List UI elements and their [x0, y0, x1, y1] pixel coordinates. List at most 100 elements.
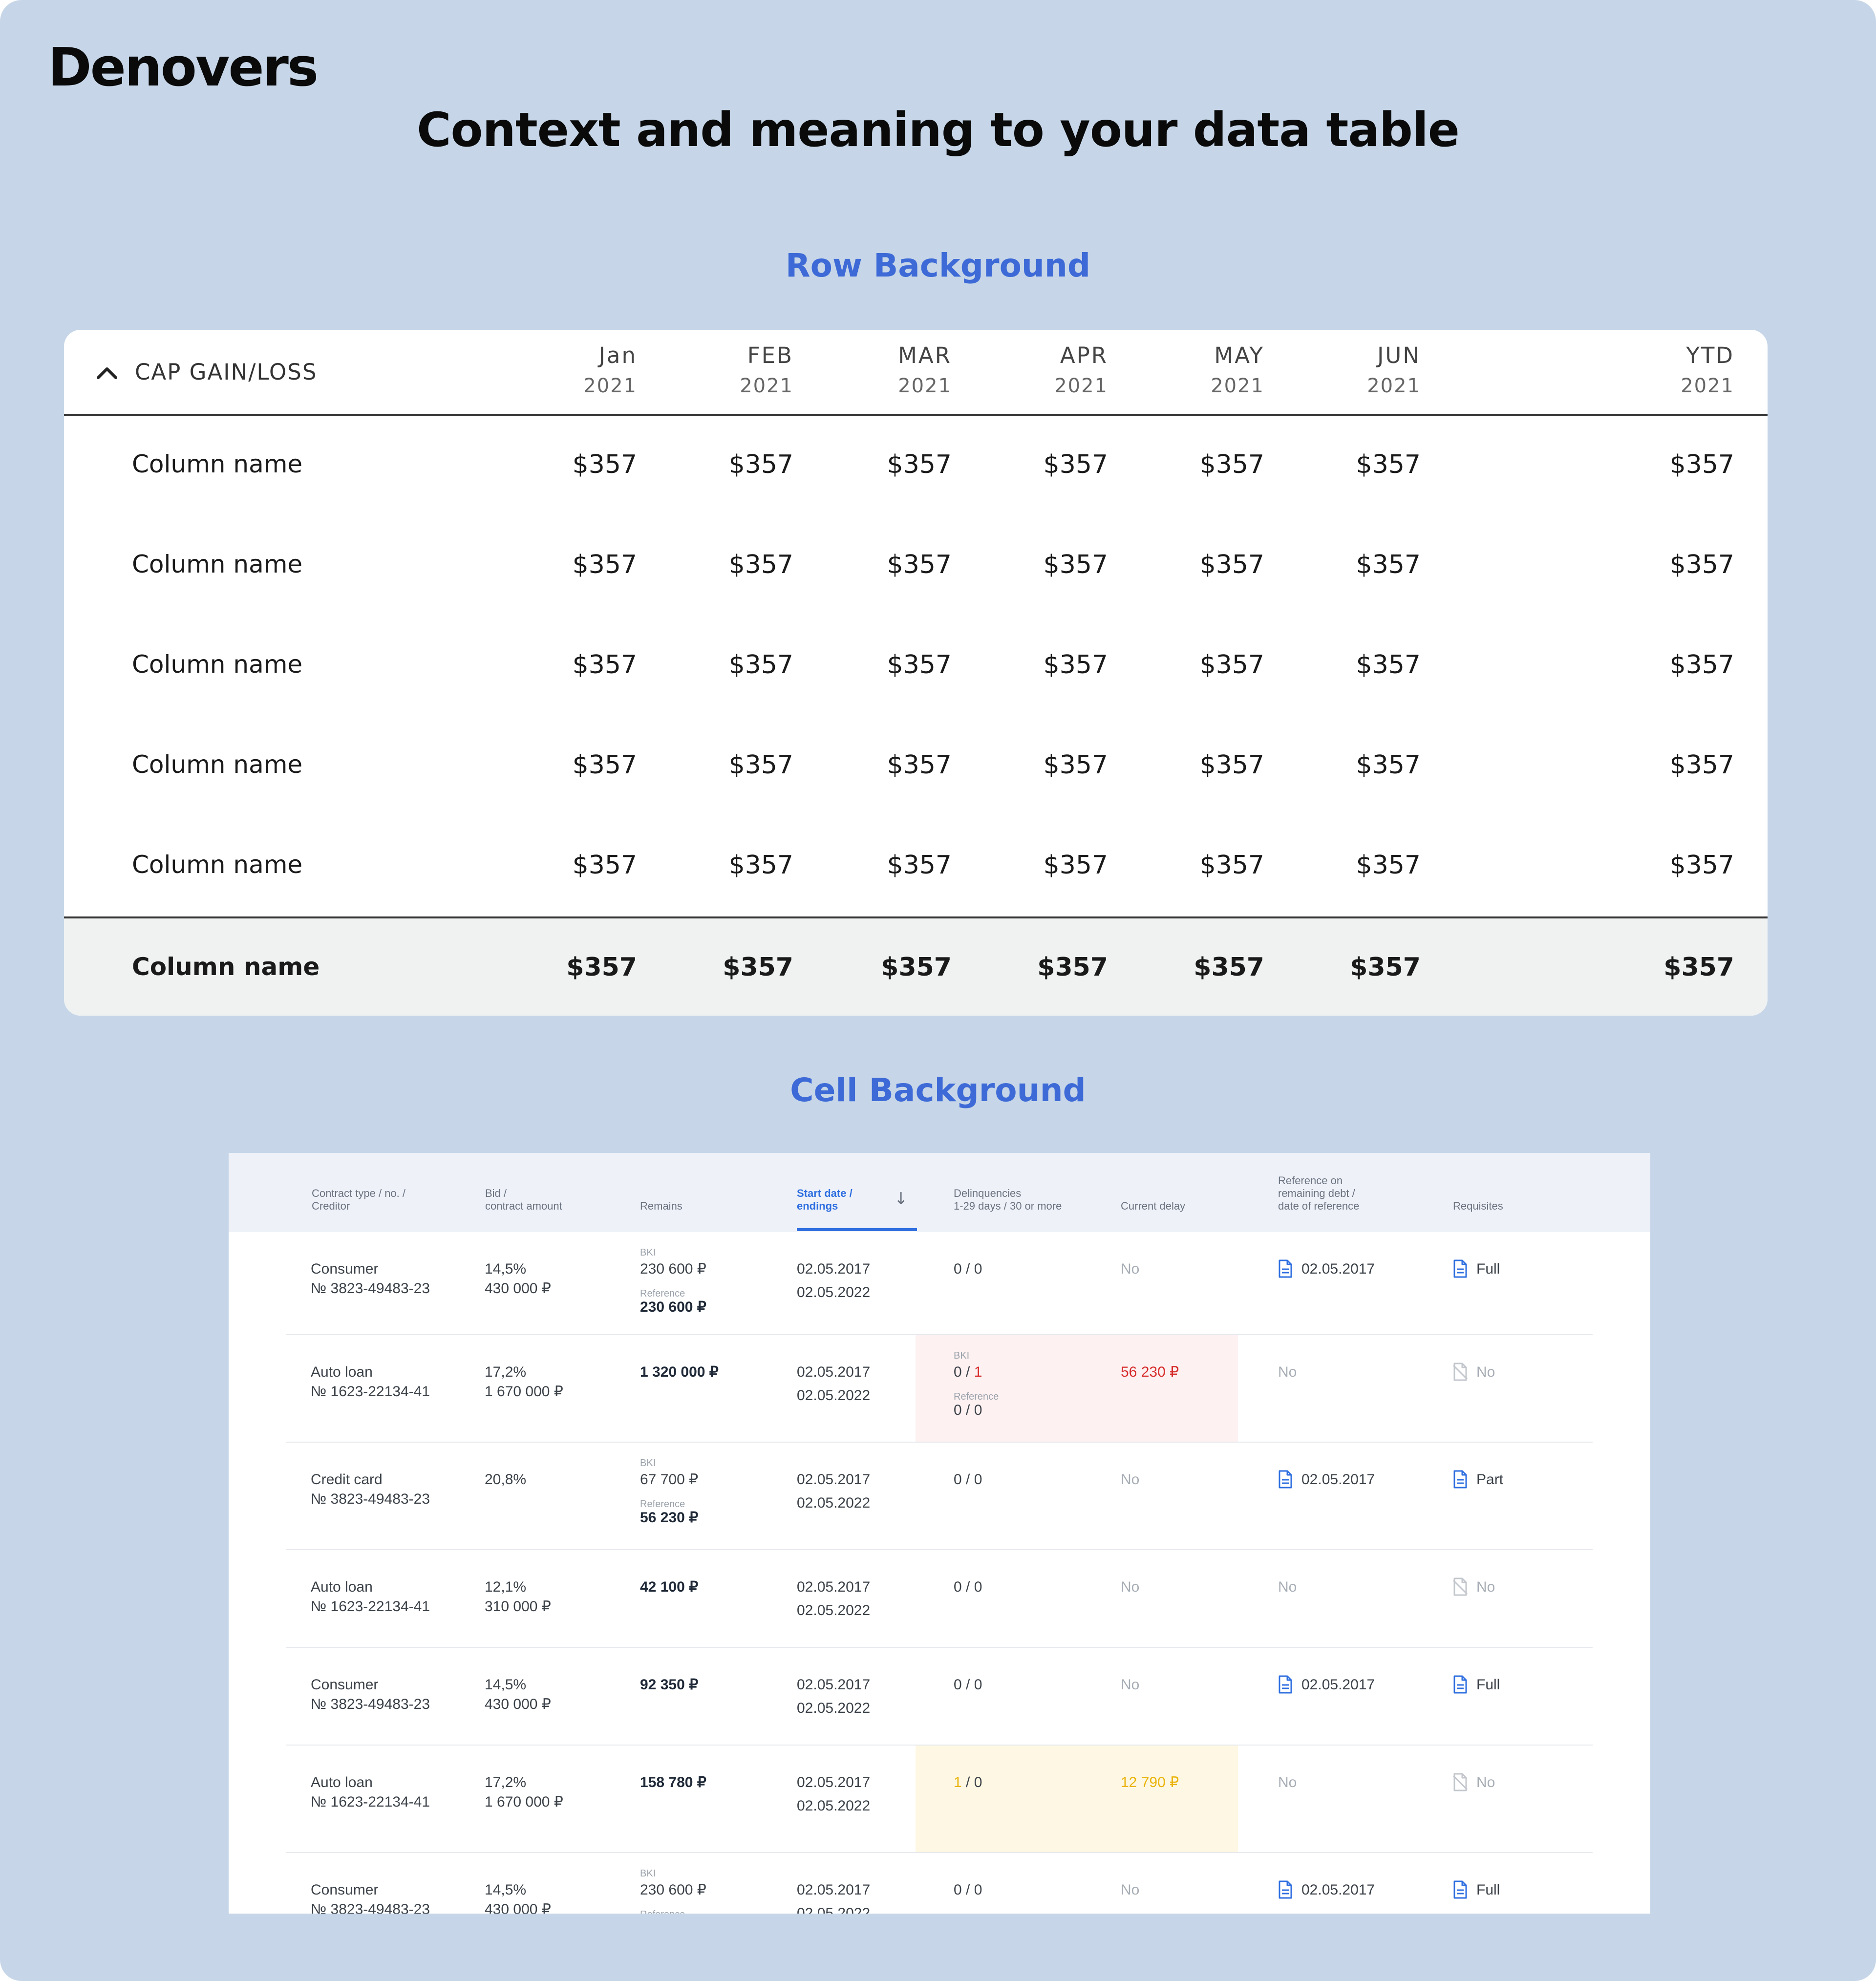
column-header-year: 2021: [1054, 375, 1108, 397]
table-row[interactable]: Auto loan № 1623-22134-41 12,1% 310 000 ₽ 42…: [229, 1550, 1650, 1648]
table-row[interactable]: Column name $357 $357 $357 $357 $357 $357 $357: [64, 516, 1768, 616]
current-delay: 56 230 ₽: [1121, 1364, 1179, 1380]
cell-value: $357: [1037, 953, 1108, 982]
table-row[interactable]: Column name $357 $357 $357 $357 $357 $357 $357: [64, 616, 1768, 716]
header-start-date[interactable]: Start date / endings: [797, 1187, 853, 1212]
contract-number: № 1623-22134-41: [311, 1598, 430, 1615]
contract-amount: 430 000 ₽: [485, 1696, 551, 1712]
reference-date[interactable]: 02.05.2017: [1301, 1471, 1375, 1488]
delinquencies-long: 1: [974, 1364, 982, 1380]
reference-label: Reference: [640, 1288, 685, 1299]
contract-type: Consumer: [311, 1677, 379, 1693]
bid-rate: 14,5%: [485, 1261, 527, 1277]
header-requisites[interactable]: Requisites: [1453, 1200, 1503, 1212]
cell-background-table: Contract type / no. / Creditor Bid / contr…: [229, 1153, 1650, 1914]
delinquencies-value: 1 / 0: [954, 1773, 982, 1792]
header-current-delay[interactable]: Current delay: [1121, 1200, 1186, 1212]
contract-type: Consumer: [311, 1261, 379, 1277]
header-remains[interactable]: Remains: [640, 1200, 682, 1212]
end-date: 02.05.2022: [797, 1700, 871, 1716]
highlight-cell-background: [916, 1746, 1238, 1853]
document-icon[interactable]: [1278, 1880, 1293, 1899]
header-bid[interactable]: Bid / contract amount: [485, 1187, 562, 1212]
cell-value: $357: [1356, 650, 1421, 680]
document-icon[interactable]: [1278, 1259, 1293, 1278]
requisites-value[interactable]: Part: [1476, 1471, 1504, 1488]
table-row[interactable]: Consumer № 3823-49483-23 14,5% 430 000 ₽ BKI…: [229, 1853, 1650, 1914]
row-divider: [286, 1334, 1593, 1335]
bid-rate: 12,1%: [485, 1579, 527, 1595]
total-row[interactable]: Column name $357 $357 $357 $357 $357 $357 $357: [64, 916, 1768, 1016]
remains-reference-value: 56 230 ₽: [640, 1510, 699, 1526]
requisites-value[interactable]: Full: [1476, 1261, 1500, 1277]
requisites-value[interactable]: Full: [1476, 1677, 1500, 1693]
delinquencies-long: 0: [974, 1261, 982, 1277]
delinquencies-value: 0 / 0: [954, 1880, 982, 1900]
column-header-month[interactable]: MAR: [898, 342, 952, 368]
delinquencies-value: 0 / 0: [954, 1577, 982, 1597]
cell-value: $357: [572, 750, 637, 780]
reference-date[interactable]: 02.05.2017: [1301, 1882, 1375, 1898]
reference-date[interactable]: 02.05.2017: [1301, 1261, 1375, 1277]
cell-value: $357: [728, 550, 793, 579]
document-icon[interactable]: [1453, 1675, 1468, 1694]
header-delinquencies[interactable]: Delinquencies 1-29 days / 30 or more: [954, 1187, 1062, 1212]
column-header-month[interactable]: YTD: [1686, 342, 1734, 368]
remains-bki-value: 230 600 ₽: [640, 1261, 706, 1277]
remains-value: 1 320 000 ₽: [640, 1364, 719, 1380]
cell-value: $357: [1043, 750, 1108, 780]
chevron-up-icon[interactable]: [95, 365, 119, 380]
row-divider: [286, 1745, 1593, 1746]
document-off-icon: [1453, 1577, 1468, 1596]
separator: /: [961, 1261, 974, 1277]
column-header-month[interactable]: JUN: [1377, 342, 1421, 368]
table-row[interactable]: Column name $357 $357 $357 $357 $357 $357 $357: [64, 716, 1768, 816]
table-row[interactable]: Credit card № 3823-49483-23 20,8% BKI 67 700…: [229, 1443, 1650, 1550]
delinquencies-short: 0: [954, 1471, 962, 1488]
cell-value: $357: [1043, 450, 1108, 479]
remains-value: 42 100 ₽: [640, 1579, 699, 1595]
reference-date[interactable]: 02.05.2017: [1301, 1677, 1375, 1693]
document-icon[interactable]: [1278, 1675, 1293, 1694]
column-header-month[interactable]: Jan: [598, 342, 637, 368]
group-label: CAP GAIN/LOSS: [135, 359, 318, 385]
table-row[interactable]: Column name $357 $357 $357 $357 $357 $357 $357: [64, 816, 1768, 916]
column-header-month[interactable]: FEB: [747, 342, 793, 368]
cell-value: $357: [881, 953, 952, 982]
table-row[interactable]: Column name $357 $357 $357 $357 $357 $357 $357: [64, 416, 1768, 516]
cell-value: $357: [1669, 851, 1734, 880]
table-row[interactable]: Consumer № 3823-49483-23 14,5% 430 000 ₽ 92 …: [229, 1648, 1650, 1746]
column-header-month[interactable]: APR: [1060, 342, 1108, 368]
requisites-value[interactable]: Full: [1476, 1882, 1500, 1898]
document-icon[interactable]: [1453, 1470, 1468, 1489]
cell-value: $357: [1669, 450, 1734, 479]
document-icon[interactable]: [1453, 1880, 1468, 1899]
header-reference[interactable]: Reference on remaining debt / date of refe…: [1278, 1174, 1360, 1212]
table-row[interactable]: Consumer № 3823-49483-23 14,5% 430 000 ₽ BKI…: [229, 1232, 1650, 1335]
separator: /: [961, 1774, 974, 1790]
bid-rate: 14,5%: [485, 1882, 527, 1898]
table-row[interactable]: Auto loan № 1623-22134-41 17,2% 1 670 000 ₽…: [229, 1335, 1650, 1443]
remains-value: 158 780 ₽: [640, 1774, 706, 1790]
header-contract[interactable]: Contract type / no. / Creditor: [312, 1187, 405, 1212]
delinquencies-short: 0: [954, 1579, 962, 1595]
start-date: 02.05.2017: [797, 1774, 871, 1790]
cell-value: $357: [1199, 650, 1264, 680]
delinquencies-short: 0: [954, 1261, 962, 1277]
delinquencies-reference: 0 / 0: [954, 1402, 982, 1418]
remains-bki-value: 230 600 ₽: [640, 1882, 706, 1898]
document-icon[interactable]: [1453, 1259, 1468, 1278]
start-date: 02.05.2017: [797, 1579, 871, 1595]
contract-type: Credit card: [311, 1471, 383, 1488]
cell-value: $357: [1669, 550, 1734, 579]
cell-background-title: Cell Background: [790, 1071, 1086, 1109]
cell-value: $357: [1199, 450, 1264, 479]
table-row[interactable]: Auto loan № 1623-22134-41 17,2% 1 670 000 ₽…: [229, 1746, 1650, 1853]
document-icon[interactable]: [1278, 1470, 1293, 1489]
table-header: Contract type / no. / Creditor Bid / contr…: [229, 1153, 1650, 1232]
arrow-down-icon[interactable]: ↓: [894, 1189, 908, 1209]
delinquencies-short: 0: [954, 1677, 962, 1693]
cell-value: $357: [1043, 851, 1108, 880]
column-header-month[interactable]: MAY: [1214, 342, 1264, 368]
